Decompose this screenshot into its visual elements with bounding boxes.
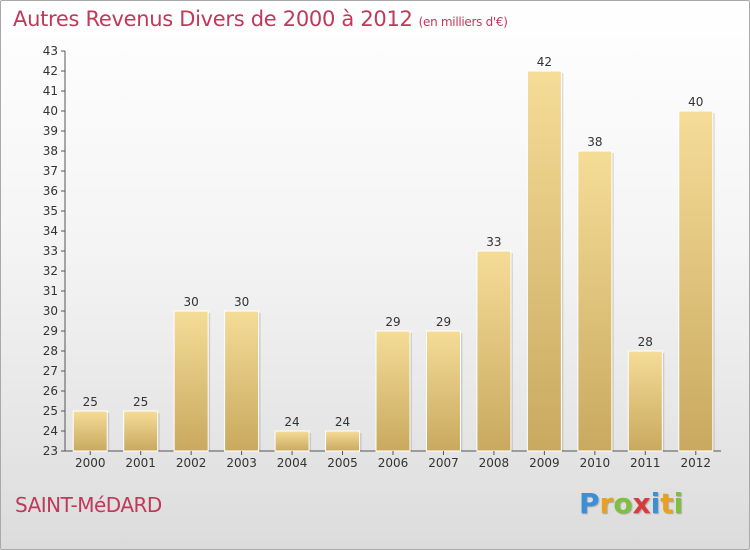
data-label: 42 <box>537 55 552 69</box>
bar-2000 <box>72 410 108 452</box>
x-tick-label: 2009 <box>529 456 560 470</box>
proxiti-logo: Proxiti <box>579 487 683 520</box>
bar-2012 <box>678 110 714 452</box>
y-tick-label: 31 <box>43 284 58 298</box>
x-tick-label: 2002 <box>176 456 207 470</box>
data-label: 28 <box>638 335 653 349</box>
y-tick-label: 28 <box>43 344 58 358</box>
x-tick-label: 2010 <box>580 456 611 470</box>
y-tick-label: 37 <box>43 164 58 178</box>
x-tick-label: 2001 <box>125 456 156 470</box>
y-tick-label: 32 <box>43 264 58 278</box>
city-name: SAINT-MéDARD <box>15 493 162 517</box>
data-label: 29 <box>385 315 400 329</box>
y-tick-label: 38 <box>43 144 58 158</box>
logo-letter: o <box>613 487 633 520</box>
data-label: 24 <box>335 415 350 429</box>
data-label: 33 <box>486 235 501 249</box>
bar-2002 <box>173 310 209 452</box>
x-tick-label: 2012 <box>680 456 711 470</box>
data-label: 38 <box>587 135 602 149</box>
y-tick-label: 27 <box>43 364 58 378</box>
y-tick-label: 42 <box>43 64 58 78</box>
data-label: 24 <box>284 415 299 429</box>
bar-2011 <box>627 350 663 452</box>
bar-2006 <box>375 330 411 452</box>
y-tick-label: 23 <box>43 444 58 458</box>
x-tick-label: 2011 <box>630 456 661 470</box>
bar-2007 <box>425 330 461 452</box>
y-tick-label: 25 <box>43 404 58 418</box>
chart-unit: (en milliers d'€) <box>418 15 508 29</box>
y-tick-label: 34 <box>43 224 58 238</box>
bar-2008 <box>476 250 512 452</box>
y-tick-label: 40 <box>43 104 58 118</box>
y-tick-label: 36 <box>43 184 58 198</box>
logo-letter: r <box>599 487 614 520</box>
y-tick-label: 33 <box>43 244 58 258</box>
y-tick-label: 39 <box>43 124 58 138</box>
y-tick-label: 41 <box>43 84 58 98</box>
x-tick-label: 2000 <box>75 456 106 470</box>
y-tick-label: 29 <box>43 324 58 338</box>
bar-2001 <box>123 410 159 452</box>
x-tick-label: 2007 <box>428 456 459 470</box>
bar-2005 <box>325 430 361 452</box>
bar-2004 <box>274 430 310 452</box>
bar-2009 <box>526 70 562 452</box>
y-tick-label: 30 <box>43 304 58 318</box>
data-label: 25 <box>133 395 148 409</box>
data-label: 30 <box>184 295 199 309</box>
y-tick-label: 24 <box>43 424 58 438</box>
x-tick-label: 2003 <box>226 456 257 470</box>
x-tick-label: 2006 <box>378 456 409 470</box>
data-label: 29 <box>436 315 451 329</box>
x-tick-label: 2008 <box>479 456 510 470</box>
y-tick-label: 35 <box>43 204 58 218</box>
data-label: 40 <box>688 95 703 109</box>
bar-2003 <box>224 310 260 452</box>
bar-2010 <box>577 150 613 452</box>
logo-letter: t <box>660 487 674 520</box>
chart-title-text: Autres Revenus Divers de 2000 à 2012 <box>13 7 413 31</box>
x-tick-label: 2005 <box>327 456 358 470</box>
logo-letter: x <box>632 487 651 520</box>
data-label: 30 <box>234 295 249 309</box>
logo-letter: i <box>673 487 684 520</box>
logo-letter: P <box>579 487 600 520</box>
logo-letter: i <box>650 487 661 520</box>
data-label: 25 <box>83 395 98 409</box>
y-tick-label: 43 <box>43 44 58 58</box>
chart-title: Autres Revenus Divers de 2000 à 2012 (en … <box>13 7 508 31</box>
y-tick-label: 26 <box>43 384 58 398</box>
x-tick-label: 2004 <box>277 456 308 470</box>
